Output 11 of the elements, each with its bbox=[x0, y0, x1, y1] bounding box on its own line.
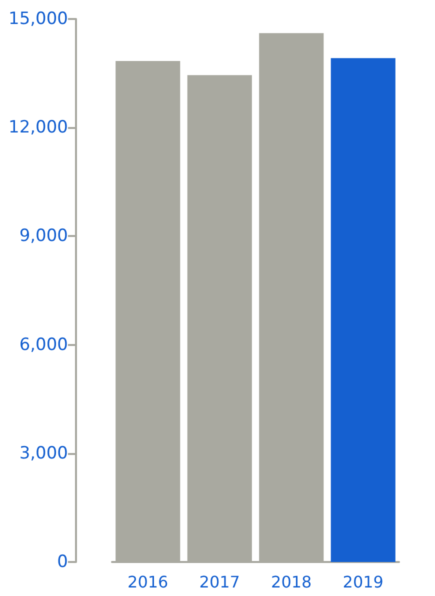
y-tick-label: 6,000 bbox=[19, 334, 68, 355]
x-tick-label: 2019 bbox=[342, 572, 384, 592]
y-tick-label: 0 bbox=[57, 552, 68, 572]
y-tick-label: 9,000 bbox=[19, 226, 68, 246]
x-tick-label: 2018 bbox=[271, 572, 312, 592]
bar bbox=[330, 58, 396, 562]
y-tick-label: 12,000 bbox=[8, 118, 68, 138]
x-tick-label: 2016 bbox=[128, 572, 168, 592]
y-tick-label: 3,000 bbox=[19, 443, 68, 464]
y-tick-label: 15,000 bbox=[8, 9, 68, 29]
x-tick-label: 2017 bbox=[199, 572, 240, 592]
